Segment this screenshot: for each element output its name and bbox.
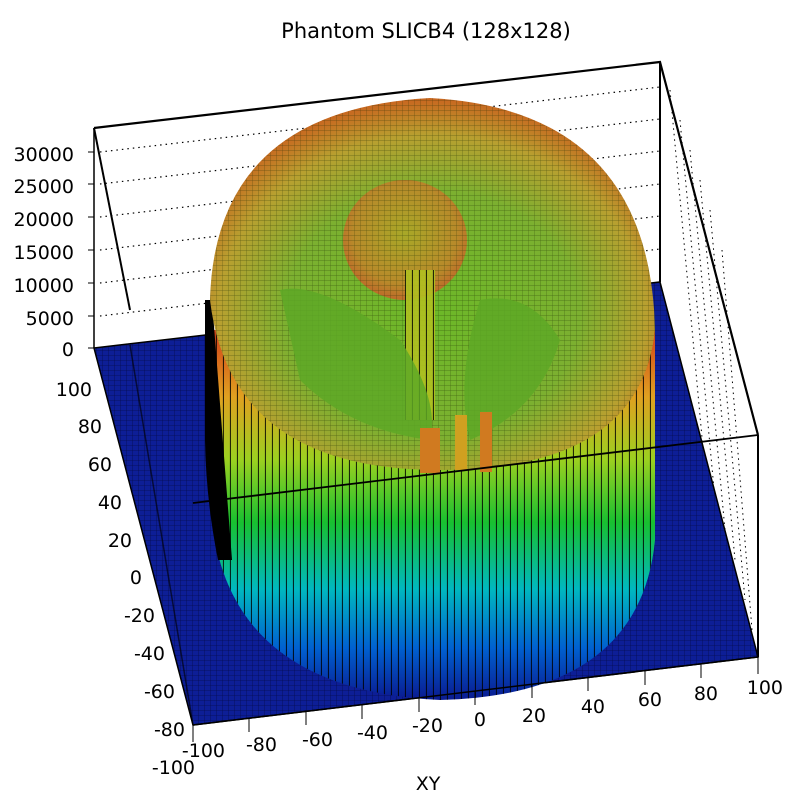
svg-text:40: 40 (581, 696, 605, 718)
svg-text:-40: -40 (357, 722, 388, 744)
svg-text:0: 0 (130, 567, 142, 589)
svg-text:20000: 20000 (14, 209, 74, 231)
svg-text:-80: -80 (154, 719, 185, 741)
x-axis-title: XY (416, 773, 441, 795)
svg-text:20: 20 (522, 705, 546, 727)
x-axis: -100 -80 -60 -40 -20 0 20 40 60 80 100 X… (182, 656, 783, 795)
svg-text:30000: 30000 (14, 144, 74, 166)
svg-text:100: 100 (747, 677, 783, 699)
svg-text:100: 100 (56, 379, 92, 401)
svg-text:-60: -60 (302, 729, 333, 751)
svg-text:40: 40 (98, 492, 122, 514)
y-axis: 100 80 60 40 20 0 -20 -40 -60 -80 -100 (56, 379, 195, 779)
z-axis: 30000 25000 20000 15000 10000 5000 0 (14, 128, 95, 361)
svg-text:-40: -40 (134, 643, 165, 665)
svg-text:80: 80 (78, 416, 102, 438)
svg-text:10000: 10000 (14, 275, 74, 297)
svg-text:0: 0 (474, 709, 486, 731)
svg-text:25000: 25000 (14, 176, 74, 198)
phantom-cylinder (192, 98, 759, 700)
svg-text:-80: -80 (246, 734, 277, 756)
svg-text:-20: -20 (412, 715, 443, 737)
svg-text:15000: 15000 (14, 242, 74, 264)
svg-text:60: 60 (88, 454, 112, 476)
chart-title: Phantom SLICB4 (128x128) (281, 19, 571, 43)
svg-text:80: 80 (694, 683, 718, 705)
svg-text:-20: -20 (124, 605, 155, 627)
svg-text:0: 0 (62, 339, 74, 361)
svg-text:60: 60 (638, 689, 662, 711)
svg-text:-100: -100 (182, 740, 225, 762)
svg-text:20: 20 (108, 530, 132, 552)
svg-text:-60: -60 (144, 681, 175, 703)
svg-text:-100: -100 (152, 757, 195, 779)
svg-text:5000: 5000 (26, 308, 74, 330)
